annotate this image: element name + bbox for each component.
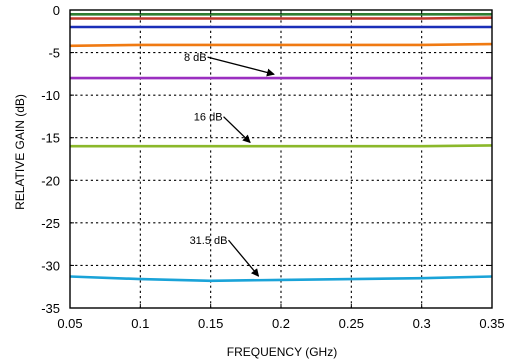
tick-labels: 0.05 0.1 0.15 0.2 0.25 0.3 0.35 0 -5 -10 -15 -20 -25…: [41, 3, 504, 331]
grid: [70, 10, 492, 308]
series-line: [69, 275, 493, 283]
series-line: [70, 144, 493, 148]
x-tick-label: 0.05: [57, 316, 82, 331]
x-tick-label: 0.35: [479, 316, 504, 331]
annotations: 8 dB 16 dB 31.5 dB: [184, 52, 275, 277]
plot-frame: [69, 9, 493, 309]
y-tick-label: -35: [41, 301, 60, 316]
series-group: [69, 13, 493, 283]
annotation-arrow: [223, 116, 251, 144]
y-tick-label: -15: [41, 131, 60, 146]
plot-border: [69, 9, 493, 309]
annotation-label: 31.5 dB: [190, 235, 228, 247]
y-tick-label: -25: [41, 216, 60, 231]
x-tick-label: 0.25: [339, 316, 364, 331]
annotation-arrow: [227, 239, 260, 277]
x-tick-label: 0.2: [272, 316, 290, 331]
series-line: [70, 16, 493, 20]
x-axis-title: FREQUENCY (GHz): [227, 345, 337, 359]
y-tick-label: -20: [41, 173, 60, 188]
series-line: [69, 42, 493, 48]
annotation-label: 8 dB: [184, 52, 207, 64]
y-axis-title: RELATIVE GAIN (dB): [13, 94, 27, 210]
y-tick-label: 0: [53, 3, 60, 18]
annotation-arrow: [207, 56, 275, 77]
x-tick-label: 0.3: [413, 316, 431, 331]
x-tick-label: 0.1: [131, 316, 149, 331]
y-tick-label: -30: [41, 258, 60, 273]
y-tick-label: -5: [48, 46, 60, 61]
annotation-label: 16 dB: [194, 112, 223, 124]
y-tick-label: -10: [41, 88, 60, 103]
x-tick-label: 0.15: [198, 316, 223, 331]
